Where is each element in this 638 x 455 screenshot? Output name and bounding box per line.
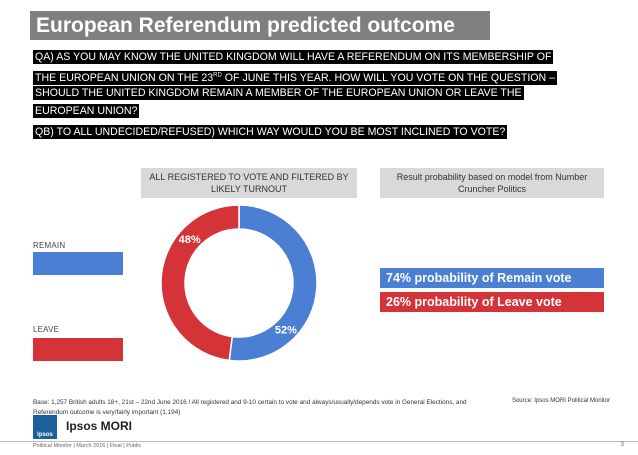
footer-text: Political Monitor | March 2016 | Final |… bbox=[33, 443, 142, 449]
donut-chart: 52% 48% bbox=[160, 204, 318, 362]
question-a-line-2: THE EUROPEAN UNION ON THE 23RD OF JUNE T… bbox=[33, 70, 558, 85]
remain-legend-bar bbox=[33, 252, 123, 275]
question-b: QB) TO ALL UNDECIDED/REFUSED) WHICH WAY … bbox=[33, 125, 508, 139]
page-title: European Referendum predicted outcome bbox=[30, 11, 490, 40]
source-note: Source: Ipsos MORI Political Monitor bbox=[511, 398, 610, 404]
left-header: ALL REGISTERED TO VOTE AND FILTERED BY L… bbox=[141, 168, 357, 198]
leave-probability: 26% probability of Leave vote bbox=[380, 292, 604, 312]
question-a-line-3: SHOULD THE UNITED KINGDOM REMAIN A MEMBE… bbox=[33, 86, 524, 100]
ipsos-logo: Ipsos bbox=[33, 415, 57, 439]
donut-slice-leave bbox=[160, 204, 240, 362]
donut-label-remain: 52% bbox=[275, 324, 297, 336]
remain-label: REMAIN bbox=[33, 241, 66, 250]
remain-probability: 74% probability of Remain vote bbox=[380, 268, 604, 288]
donut-label-leave: 48% bbox=[179, 234, 201, 246]
question-a-line-1: QA) AS YOU MAY KNOW THE UNITED KINGDOM W… bbox=[33, 50, 554, 64]
right-header: Result probability based on model from N… bbox=[380, 168, 604, 198]
question-a-line-4: EUROPEAN UNION? bbox=[33, 104, 140, 118]
leave-label: LEAVE bbox=[33, 325, 60, 334]
leave-legend-bar bbox=[33, 338, 123, 361]
footnote: Base: 1,257 British adults 18+, 21st – 2… bbox=[33, 399, 467, 416]
donut-slice-remain bbox=[228, 204, 318, 362]
page-number: 3 bbox=[620, 441, 624, 448]
footer-divider bbox=[0, 441, 638, 442]
logo-name: Ipsos MORI bbox=[66, 419, 133, 433]
